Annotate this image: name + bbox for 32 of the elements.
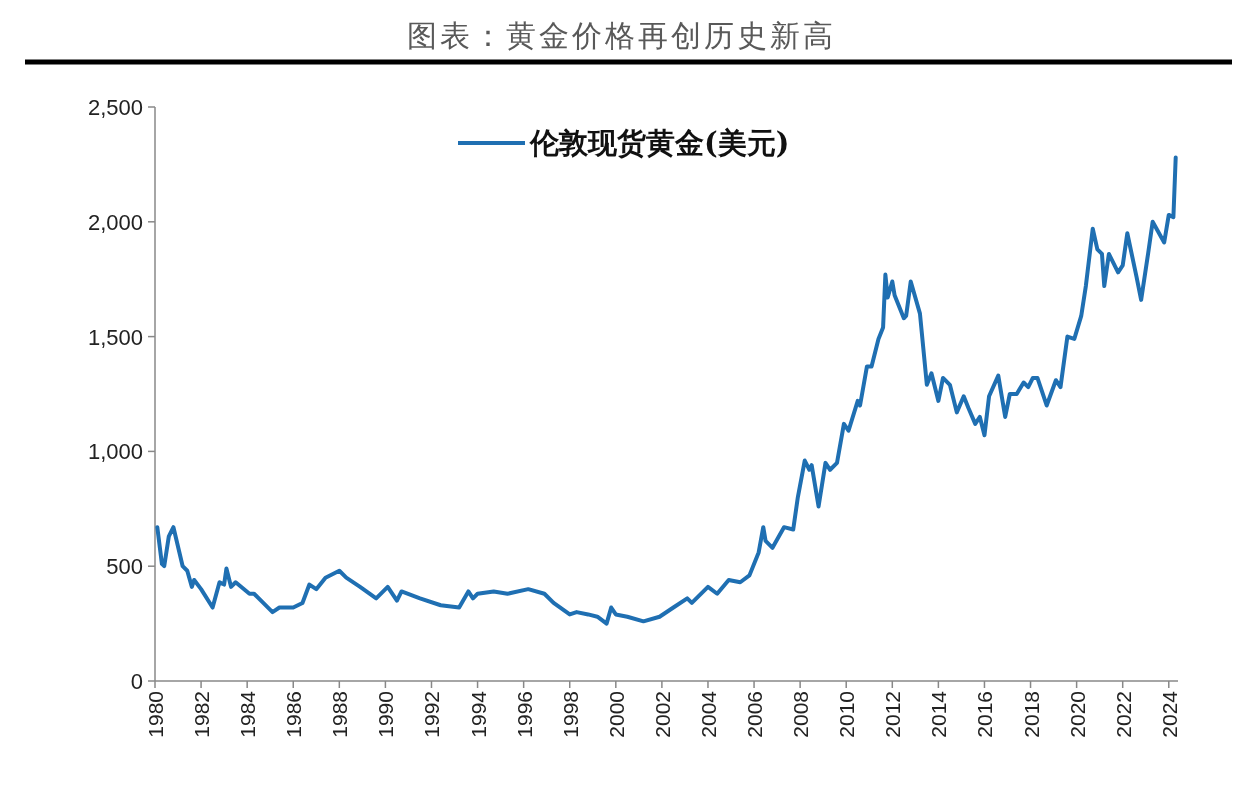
x-tick-label: 1980 — [144, 691, 167, 738]
y-tick-label: 2,500 — [87, 95, 143, 120]
x-tick-label: 2020 — [1065, 691, 1089, 738]
x-tick-label: 1984 — [236, 690, 260, 738]
x-tick-label: 2004 — [696, 690, 720, 738]
x-tick-label: 1992 — [420, 691, 444, 738]
x-tick-label: 1988 — [328, 691, 352, 738]
x-tick-label: 1982 — [190, 691, 214, 738]
legend: 伦敦现货黄金(美元) — [458, 126, 790, 160]
y-tick-label: 1,500 — [87, 324, 143, 350]
x-tick-label: 2014 — [927, 690, 951, 738]
x-tick-label: 1994 — [466, 690, 490, 738]
y-tick-label: 2,000 — [87, 209, 143, 235]
x-tick-label: 1986 — [282, 691, 306, 738]
x-tick-label: 2006 — [743, 691, 767, 738]
x-tick-label: 2024 — [1157, 690, 1181, 738]
y-tick-label: 1,000 — [87, 439, 143, 465]
x-tick-label: 2002 — [650, 691, 674, 738]
y-tick-label: 0 — [130, 669, 143, 694]
x-tick-label: 1998 — [558, 691, 582, 738]
x-tick-label: 2010 — [835, 691, 859, 738]
legend-label: 伦敦现货黄金(美元) — [529, 126, 790, 160]
x-tick-label: 2016 — [973, 691, 997, 738]
x-tick-label: 2008 — [789, 691, 813, 738]
x-tick-label: 1990 — [374, 691, 398, 738]
chart-title: 图表：黄金价格再创历史新高 — [406, 18, 836, 53]
x-tick-label: 2022 — [1111, 691, 1135, 738]
y-tick-label: 500 — [106, 554, 143, 580]
x-tick-label: 2000 — [604, 691, 628, 738]
x-tick-label: 2012 — [881, 691, 905, 738]
x-tick-label: 1996 — [512, 691, 536, 738]
x-tick-label: 2018 — [1019, 691, 1043, 738]
